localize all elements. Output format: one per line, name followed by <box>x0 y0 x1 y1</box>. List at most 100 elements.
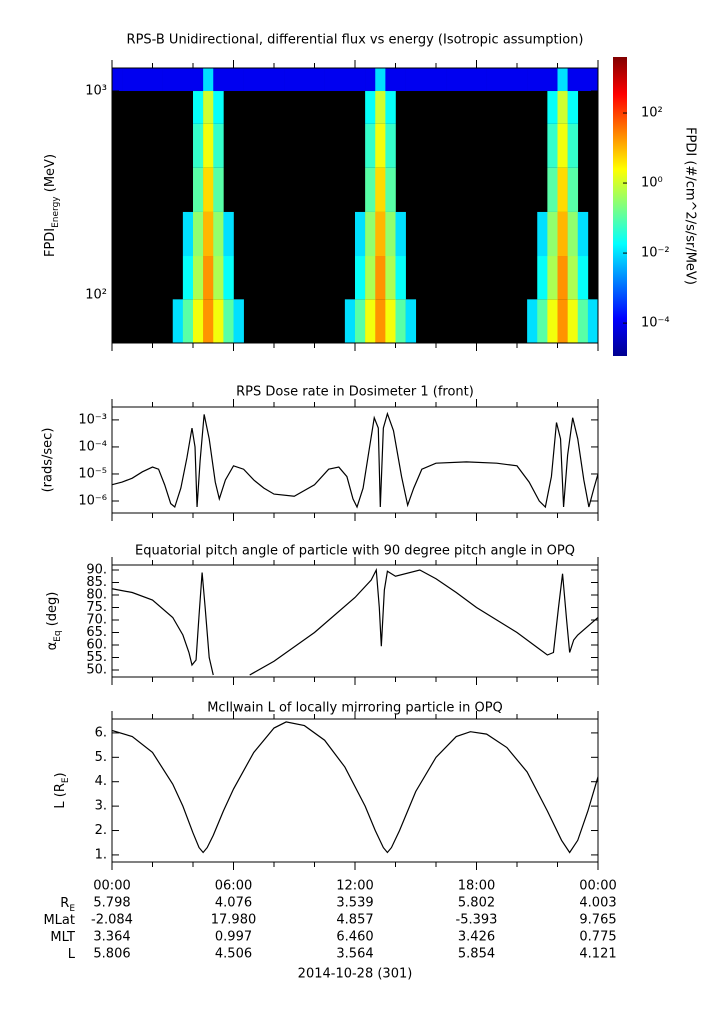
data-line <box>112 567 598 676</box>
spectrogram-cell <box>587 68 598 92</box>
spectrogram-cell <box>193 123 204 168</box>
spectrogram-cell <box>193 299 204 343</box>
spectrogram-cell <box>476 68 487 92</box>
spectrogram-cell <box>537 299 548 343</box>
label-part: L (R <box>53 783 68 808</box>
spectrogram-cell <box>385 211 396 257</box>
spectrogram-cell <box>365 256 376 300</box>
y-tick-label: 10⁻³ <box>78 412 107 427</box>
spectrogram-cell <box>496 68 508 92</box>
spectrogram-cell <box>355 299 366 343</box>
time-label: 06:00 <box>215 879 252 894</box>
row-label: MLat <box>43 913 75 928</box>
row-label: L <box>68 947 76 962</box>
time-label: 00:00 <box>579 879 616 894</box>
spectrogram-cell <box>324 68 336 92</box>
y-tick-label: 80. <box>86 588 107 603</box>
label-part: Eq <box>53 630 63 641</box>
spectrogram-cell <box>213 68 224 92</box>
spectrogram-cell <box>547 211 558 257</box>
spectrogram-cell <box>557 123 568 168</box>
row-value: 5.854 <box>458 947 495 962</box>
label-part: MLT <box>50 930 75 945</box>
row-value: 9.765 <box>579 913 616 928</box>
row-value: -2.084 <box>91 913 133 928</box>
colorbar-tick-label: 10⁰ <box>641 176 663 191</box>
y-tick-label: 2. <box>95 823 107 838</box>
label-part: L <box>68 947 76 962</box>
spectrogram-cell <box>557 299 568 343</box>
spectrogram-cell <box>274 68 285 92</box>
row-value: 3.564 <box>336 947 373 962</box>
row-value: 4.857 <box>336 913 373 928</box>
spectrogram-cell <box>385 123 396 168</box>
spectrogram-cell <box>182 211 194 257</box>
spectrogram-cell <box>253 68 265 92</box>
spectrogram-cell <box>557 167 568 212</box>
spectrogram-cell <box>567 68 579 92</box>
spectrogram-cell <box>365 123 376 168</box>
label-part: MLat <box>43 913 75 928</box>
spectrogram-cell <box>243 68 255 92</box>
spectrogram-cell <box>547 91 558 124</box>
y-tick-label: 10⁻⁵ <box>78 466 107 481</box>
spectrogram-cell <box>456 68 467 92</box>
spectrogram-cell <box>446 68 457 92</box>
spectrogram-cell <box>213 123 224 168</box>
spectrogram-cell <box>355 68 366 92</box>
chart-title: McIlwain L of locally mirroring particle… <box>207 701 503 716</box>
spectrogram-cell <box>567 123 579 168</box>
spectrogram-cell <box>567 167 579 212</box>
spectrogram-cell <box>223 211 234 257</box>
spectrogram-cell <box>213 211 224 257</box>
spectrogram-cell <box>547 68 558 92</box>
y-tick-label: 75. <box>86 600 107 615</box>
row-label: RE <box>60 896 75 914</box>
spectrogram-cell <box>385 256 396 300</box>
spectrogram-cell <box>375 211 386 257</box>
spectrogram-cell <box>385 167 396 212</box>
spectrogram-cell <box>385 91 396 124</box>
spectrogram-cell <box>203 68 214 92</box>
spectrogram-cell <box>203 91 214 124</box>
spectrogram-cell <box>233 68 244 92</box>
spectrogram-cell <box>182 256 194 300</box>
y-axis-label: FPDIEnergy (MeV) <box>43 154 61 257</box>
label-part: E <box>69 904 75 914</box>
y-tick-label: 50. <box>86 663 107 678</box>
spectrogram-cell <box>527 68 538 92</box>
y-tick-label: 10⁻⁶ <box>78 494 107 509</box>
spectrogram-cell <box>365 211 376 257</box>
spectrogram-cell <box>233 299 244 343</box>
spectrogram-cell <box>567 256 579 300</box>
spectrogram-cell <box>203 256 214 300</box>
spectrogram-cell <box>172 299 184 343</box>
spectrogram-cell <box>193 211 204 257</box>
y-tick-label: 3. <box>95 799 107 814</box>
spectrogram-cell <box>547 256 558 300</box>
spectrogram-cell <box>172 68 184 92</box>
spectrogram-cell <box>385 68 396 92</box>
y-tick-label: 10³ <box>85 84 107 99</box>
spectrogram-cell <box>203 167 214 212</box>
time-label: 00:00 <box>93 879 130 894</box>
label-part: α <box>45 642 60 651</box>
spectrogram-cell <box>314 68 325 92</box>
spectrogram-cell <box>193 68 204 92</box>
spectrogram-cell <box>213 299 224 343</box>
row-value: 4.121 <box>579 947 616 962</box>
spectrogram-cell <box>162 68 174 92</box>
spectrogram-cell <box>395 256 406 300</box>
spectrogram-cell <box>557 68 568 92</box>
spectrogram-cell <box>537 68 548 92</box>
spectrogram-cell <box>193 167 204 212</box>
y-axis-label: L (RE) <box>53 772 71 808</box>
label-part: (deg) <box>45 592 60 631</box>
spectrogram-cell <box>365 68 376 92</box>
label-part: Energy <box>51 196 61 228</box>
y-tick-label: 60. <box>86 638 107 653</box>
spectrogram-cell <box>547 123 558 168</box>
spectrogram-cell <box>486 68 498 92</box>
colorbar <box>613 57 627 356</box>
